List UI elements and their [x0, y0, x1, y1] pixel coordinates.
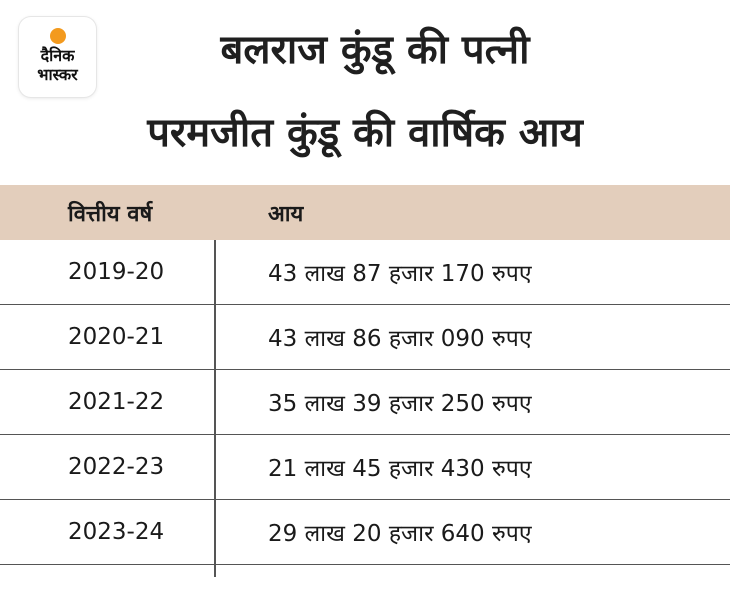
income-cell: 43 लाख 87 हजार 170 रुपए	[268, 261, 532, 287]
column-divider	[214, 185, 216, 577]
income-cell: 29 लाख 20 हजार 640 रुपए	[268, 521, 532, 547]
year-cell: 2023-24	[68, 519, 165, 545]
page-title-line2: परमजीत कुंडू की वार्षिक आय	[147, 110, 583, 156]
dainik-bhaskar-logo: दैनिक भास्कर	[19, 17, 96, 97]
logo-text-line2: भास्कर	[37, 65, 78, 84]
table-header-row: वित्तीय वर्ष आय	[0, 185, 730, 240]
year-cell: 2021-22	[68, 389, 165, 415]
year-cell: 2019-20	[68, 259, 165, 285]
income-cell: 21 लाख 45 हजार 430 रुपए	[268, 456, 532, 482]
sun-icon	[50, 28, 66, 44]
page-title-line1: बलराज कुंडू की पत्नी	[220, 27, 530, 73]
income-cell: 35 लाख 39 हजार 250 रुपए	[268, 391, 532, 417]
income-cell: 43 लाख 86 हजार 090 रुपए	[268, 326, 532, 352]
header-income: आय	[268, 201, 304, 227]
table-row: 2023-24 29 लाख 20 हजार 640 रुपए	[0, 500, 730, 565]
table-row: 2021-22 35 लाख 39 हजार 250 रुपए	[0, 370, 730, 435]
table-row: 2020-21 43 लाख 86 हजार 090 रुपए	[0, 305, 730, 370]
income-table: वित्तीय वर्ष आय 2019-20 43 लाख 87 हजार 1…	[0, 185, 730, 577]
table-row: 2019-20 43 लाख 87 हजार 170 रुपए	[0, 240, 730, 305]
year-cell: 2022-23	[68, 454, 165, 480]
header-financial-year: वित्तीय वर्ष	[68, 201, 153, 227]
logo-text-line1: दैनिक	[40, 46, 75, 65]
year-cell: 2020-21	[68, 324, 165, 350]
table-row: 2022-23 21 लाख 45 हजार 430 रुपए	[0, 435, 730, 500]
